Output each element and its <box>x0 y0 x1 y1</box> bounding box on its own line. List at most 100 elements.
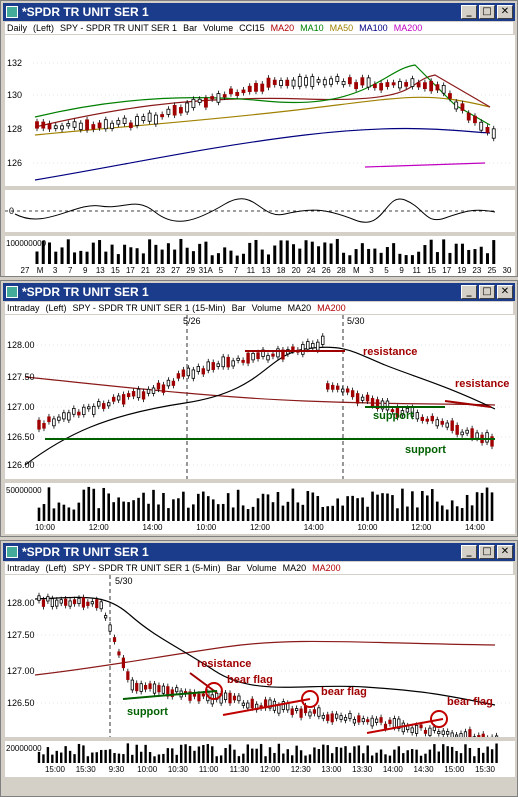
candle-body <box>311 343 315 349</box>
minimize-button[interactable]: _ <box>461 5 477 19</box>
volume-bar <box>122 754 125 763</box>
y-axis-tick-label: 132 <box>7 58 22 68</box>
candle-body <box>201 368 205 375</box>
candle-body <box>272 79 277 85</box>
x-axis-tick-label: 5 <box>219 266 224 275</box>
volume-bar <box>281 505 285 521</box>
intraday-15min-price-pane[interactable]: 5/26 5/30 resistance resistance support … <box>5 315 515 479</box>
legend-item: MA200 <box>393 23 423 33</box>
intraday-5min-window[interactable]: *SPDR TR UNIT SER 1 _ □ ✕ Intraday (Left… <box>0 540 518 797</box>
volume-pane[interactable]: 20000000 <box>5 741 515 763</box>
candle-body <box>216 93 221 103</box>
candle-body <box>454 734 459 737</box>
volume-bar <box>87 486 91 521</box>
volume-bar <box>108 749 112 763</box>
volume-bar <box>495 743 498 763</box>
volume-bar <box>410 749 414 763</box>
candle-body <box>250 698 254 709</box>
volume-bar <box>323 242 327 264</box>
volume-bar <box>361 497 364 521</box>
legend-item: SPY - SPDR TR UNIT SER 1 <box>60 23 178 33</box>
candle-body <box>68 600 72 607</box>
daily-chart-window[interactable]: *SPDR TR UNIT SER 1 _ □ ✕ Daily (Left) S… <box>0 0 518 277</box>
candle-body <box>410 78 415 87</box>
maximize-button[interactable]: □ <box>479 5 495 19</box>
volume-bar <box>459 753 463 763</box>
close-button[interactable]: ✕ <box>497 5 513 19</box>
minimize-button[interactable]: _ <box>461 545 477 559</box>
candle-body <box>131 391 136 397</box>
candle-body <box>186 367 191 377</box>
chart-window-icon[interactable] <box>6 286 18 298</box>
candle-body <box>47 123 52 130</box>
volume-pane[interactable]: 50000000 <box>5 483 515 521</box>
volume-bar <box>398 253 402 264</box>
title-bar[interactable]: *SPDR TR UNIT SER 1 _ □ ✕ <box>3 3 515 21</box>
close-button[interactable]: ✕ <box>497 545 513 559</box>
candle-body <box>479 121 484 131</box>
x-axis-tick-label: 9 <box>399 266 404 275</box>
candle-body <box>414 724 419 734</box>
candle-body <box>126 671 130 680</box>
volume-bar <box>362 753 365 763</box>
candle-body <box>50 598 54 607</box>
volume-bar <box>117 497 120 521</box>
x-axis-tick-label: 27 <box>171 266 180 275</box>
volume-bar <box>142 492 145 521</box>
volume-bar <box>91 752 94 763</box>
volume-pane[interactable]: 100000000 <box>5 236 515 264</box>
volume-axis-label: 20000000 <box>6 744 42 753</box>
legend-item: MA50 <box>329 23 354 33</box>
candle-body <box>380 400 385 410</box>
volume-bar <box>465 494 469 521</box>
volume-bar <box>188 746 192 763</box>
candle-body <box>419 724 423 729</box>
x-axis-tick-label: 17 <box>442 266 451 275</box>
volume-bar <box>311 492 315 521</box>
y-axis-tick-label: 127.00 <box>7 666 35 676</box>
candle-body <box>410 727 414 733</box>
volume-bar <box>148 752 152 763</box>
candle-body <box>52 418 56 427</box>
candle-body <box>72 407 76 415</box>
volume-bar <box>267 254 270 264</box>
cci-pane[interactable]: 0 <box>5 190 515 232</box>
volume-bar <box>60 247 64 264</box>
volume-bar <box>385 247 389 264</box>
volume-bar <box>259 744 263 763</box>
volume-bar <box>192 504 195 521</box>
maximize-button[interactable]: □ <box>479 285 495 299</box>
legend-item: MA200 <box>317 303 346 313</box>
volume-bar <box>112 502 115 521</box>
intraday-5min-price-pane[interactable]: 5/30 resistance bear flag bear flag bear… <box>5 575 515 737</box>
candle-body <box>47 416 51 423</box>
title-bar[interactable]: *SPDR TR UNIT SER 1 _ □ ✕ <box>3 283 515 301</box>
volume-bar <box>233 749 236 763</box>
y-axis-tick-label: 126.50 <box>7 432 35 442</box>
minimize-button[interactable]: _ <box>461 285 477 299</box>
volume-bar <box>261 493 265 521</box>
x-axis-tick-label: 12:00 <box>250 523 271 532</box>
candle-body <box>246 702 250 709</box>
y-axis-tick-label: 127.50 <box>7 372 35 382</box>
x-axis-tick-label: 9:30 <box>109 765 125 774</box>
candle-body <box>355 393 360 404</box>
chart-window-icon[interactable] <box>6 6 18 18</box>
volume-bar <box>410 255 414 264</box>
volume-bar <box>223 247 227 264</box>
close-button[interactable]: ✕ <box>497 285 513 299</box>
title-bar[interactable]: *SPDR TR UNIT SER 1 _ □ ✕ <box>3 543 515 561</box>
candle-body <box>121 394 126 405</box>
candle-body <box>99 601 103 610</box>
date-marker: 5/30 <box>115 576 133 586</box>
volume-bar <box>485 487 489 521</box>
date-marker: 5/30 <box>347 316 365 326</box>
volume-bar <box>64 746 67 763</box>
chart-window-icon[interactable] <box>6 546 18 558</box>
intraday-15min-window[interactable]: *SPDR TR UNIT SER 1 _ □ ✕ Intraday (Left… <box>0 280 518 537</box>
candle-body <box>161 685 165 694</box>
candle-body <box>450 732 454 737</box>
candle-body <box>232 695 237 701</box>
daily-price-pane[interactable]: 132 130 128 126 <box>5 35 515 186</box>
maximize-button[interactable]: □ <box>479 545 495 559</box>
